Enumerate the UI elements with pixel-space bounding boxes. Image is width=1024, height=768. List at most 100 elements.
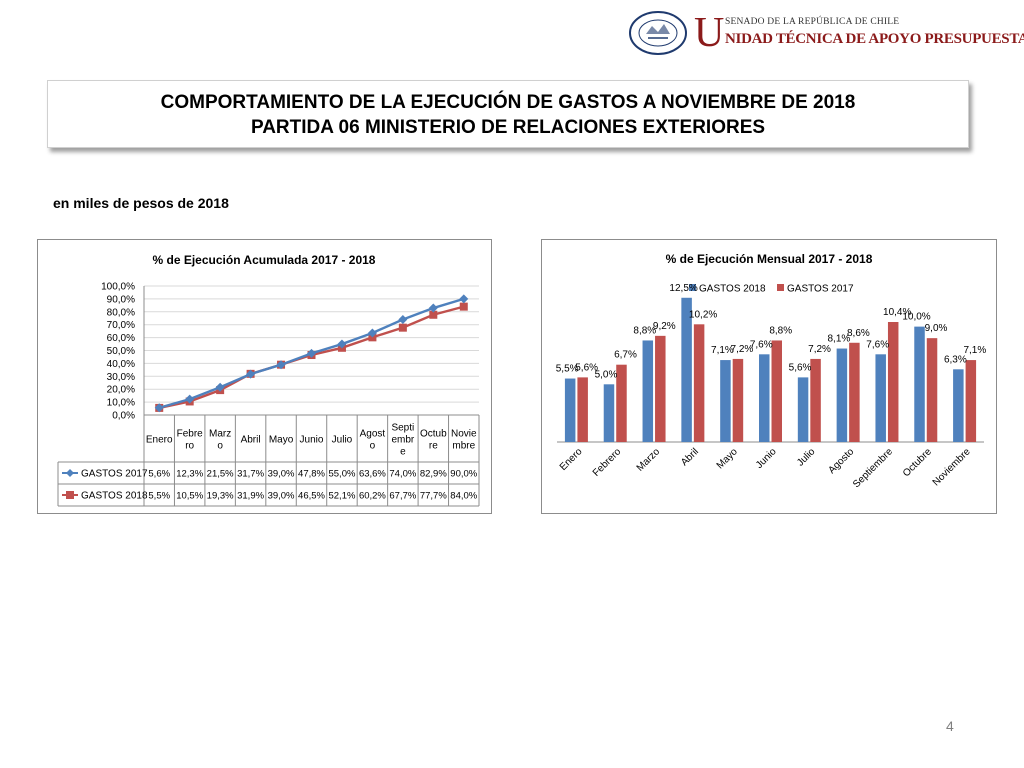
x-category-label: Julio — [332, 435, 353, 446]
data-point — [276, 360, 286, 370]
bar-gastos-2018 — [642, 340, 654, 442]
data-table-value: 55,0% — [328, 469, 355, 480]
bar-data-label: 7,6% — [750, 339, 773, 350]
data-table-value: 67,7% — [389, 491, 416, 502]
monthly-execution-chart: % de Ejecución Mensual 2017 - 2018 GASTOS… — [541, 239, 997, 514]
bar-gastos-2018 — [759, 354, 770, 442]
data-table-value: 19,3% — [207, 491, 234, 502]
y-tick-label: 30,0% — [107, 372, 135, 383]
bar-gastos-2017 — [926, 338, 938, 442]
data-table-value: 31,9% — [237, 491, 264, 502]
data-point — [428, 303, 438, 313]
cumulative-execution-chart: % de Ejecución Acumulada 2017 - 2018 0,0%… — [37, 239, 492, 514]
bar-data-label: 8,6% — [847, 328, 870, 339]
data-point — [337, 339, 347, 349]
x-category-label: Abril — [241, 435, 261, 446]
slide-title-line-1: COMPORTAMIENTO DE LA EJECUCIÓN DE GASTOS… — [160, 92, 856, 113]
bar-data-label: 7,1% — [711, 345, 734, 356]
x-category-label: e — [400, 447, 406, 458]
bar-gastos-2017 — [887, 322, 899, 442]
bar-data-label: 7,2% — [808, 344, 831, 355]
y-tick-label: 50,0% — [107, 346, 135, 357]
data-point — [246, 369, 256, 379]
data-table-value: 5,5% — [148, 491, 170, 502]
x-category-label: Octubre — [901, 446, 934, 479]
monthly-chart-svg: % de Ejecución Mensual 2017 - 2018 GASTOS… — [556, 252, 987, 490]
chart-title: % de Ejecución Acumulada 2017 - 2018 — [153, 253, 376, 267]
x-category-label: Novie — [451, 429, 477, 440]
x-category-label: embr — [391, 435, 414, 446]
x-category-label: o — [370, 441, 376, 452]
y-tick-label: 40,0% — [107, 359, 135, 370]
bar-data-label: 8,8% — [633, 325, 656, 336]
x-category-label: Junio — [754, 446, 779, 471]
bar-data-label: 5,6% — [575, 362, 598, 373]
data-point — [154, 403, 164, 413]
bar-gastos-2017 — [655, 335, 666, 442]
data-table-value: 10,5% — [176, 491, 203, 502]
bar-gastos-2017 — [965, 360, 977, 442]
bar-gastos-2018 — [875, 354, 886, 442]
data-table-value: 21,5% — [207, 469, 234, 480]
bar-gastos-2018 — [681, 297, 692, 442]
y-tick-label: 100,0% — [101, 282, 135, 293]
bar-gastos-2018 — [603, 384, 615, 442]
data-table-value: 39,0% — [268, 491, 295, 502]
logo-senate-text: SENADO DE LA REPÚBLICA DE CHILE — [725, 17, 900, 27]
bar-data-label: 7,2% — [731, 344, 754, 355]
bar-data-label: 6,7% — [614, 350, 637, 361]
senate-seal-icon — [629, 11, 687, 55]
y-tick-label: 80,0% — [107, 307, 135, 318]
bar-gastos-2017 — [577, 377, 588, 442]
data-table-value: 47,8% — [298, 469, 325, 480]
data-table-value: 84,0% — [450, 491, 477, 502]
y-tick-label: 20,0% — [107, 385, 135, 396]
slide-title-box: COMPORTAMIENTO DE LA EJECUCIÓN DE GASTOS… — [47, 80, 969, 148]
data-table-value: 60,2% — [359, 491, 386, 502]
legend-label: GASTOS 2017 — [787, 284, 854, 295]
bar-data-label: 10,4% — [883, 307, 911, 318]
bar-data-label: 9,0% — [925, 323, 948, 334]
data-point — [307, 348, 316, 358]
bar-gastos-2018 — [797, 377, 809, 442]
data-point — [429, 310, 438, 319]
x-category-label: Mayo — [269, 435, 294, 446]
x-category-label: Julio — [795, 446, 818, 469]
x-category-label: Enero — [558, 446, 585, 473]
bar-data-label: 8,8% — [769, 325, 792, 336]
legend-swatch — [777, 284, 784, 291]
bar-gastos-2017 — [693, 324, 705, 442]
x-category-label: Enero — [146, 435, 173, 446]
x-category-label: Septi — [391, 423, 414, 434]
data-point — [398, 315, 408, 325]
bar-data-label: 8,1% — [827, 334, 850, 345]
data-table-value: 63,6% — [359, 469, 386, 480]
x-category-label: Junio — [300, 435, 324, 446]
data-table-value: 74,0% — [389, 469, 416, 480]
x-category-label: o — [217, 441, 223, 452]
data-table-value: 5,6% — [148, 469, 170, 480]
bar-data-label: 5,0% — [595, 369, 618, 380]
data-point — [215, 382, 225, 392]
data-point — [459, 302, 468, 311]
y-tick-label: 0,0% — [112, 411, 135, 422]
bar-data-label: 5,5% — [556, 364, 579, 375]
y-tick-label: 10,0% — [107, 398, 135, 409]
x-category-label: mbre — [452, 441, 475, 452]
bar-data-label: 6,3% — [944, 354, 967, 365]
data-point — [367, 328, 377, 338]
data-table-value: 31,7% — [237, 469, 264, 480]
y-tick-label: 70,0% — [107, 320, 135, 331]
x-category-label: Febrero — [591, 446, 624, 479]
y-tick-label: 60,0% — [107, 333, 135, 344]
x-category-label: ro — [185, 441, 194, 452]
bar-gastos-2017 — [849, 342, 860, 442]
data-table-value: 39,0% — [268, 469, 295, 480]
page-number: 4 — [946, 718, 954, 734]
bar-gastos-2017 — [616, 364, 627, 442]
x-category-label: Marzo — [635, 446, 663, 474]
bar-gastos-2018 — [836, 348, 848, 442]
data-point — [398, 323, 407, 332]
x-category-label: Marz — [209, 429, 231, 440]
bar-data-label: 9,2% — [653, 321, 676, 332]
